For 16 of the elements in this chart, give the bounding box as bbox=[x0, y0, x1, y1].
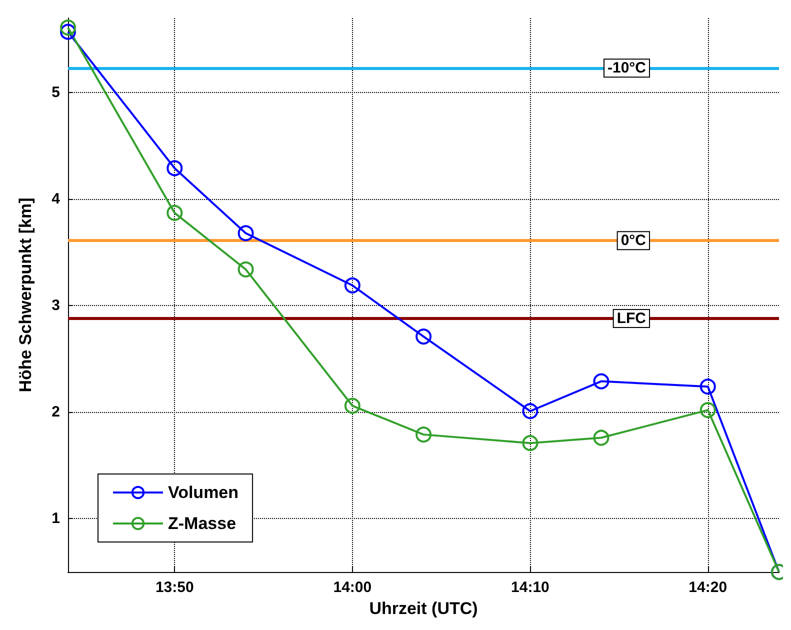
y-tick-label: 4 bbox=[52, 190, 61, 208]
y-axis-title: Höhe Schwerpunkt [km] bbox=[16, 198, 35, 392]
x-tick-label: 14:10 bbox=[511, 579, 550, 596]
y-tick-label: 3 bbox=[52, 297, 60, 314]
x-tick-label: 14:20 bbox=[688, 579, 728, 596]
x-tick-label: 14:00 bbox=[333, 579, 372, 596]
legend-label: Z-Masse bbox=[168, 514, 236, 533]
legend-label: Volumen bbox=[168, 483, 239, 502]
ref-line-label: LFC bbox=[616, 310, 646, 327]
ref-line-label: -10°C bbox=[607, 60, 646, 77]
y-tick-label: 5 bbox=[52, 84, 60, 102]
x-axis-title: Uhrzeit (UTC) bbox=[369, 599, 478, 618]
y-tick-label: 1 bbox=[52, 510, 60, 528]
y-tick-label: 2 bbox=[52, 404, 60, 421]
ref-line-label: 0°C bbox=[620, 232, 646, 250]
x-tick-label: 13:50 bbox=[155, 579, 194, 596]
